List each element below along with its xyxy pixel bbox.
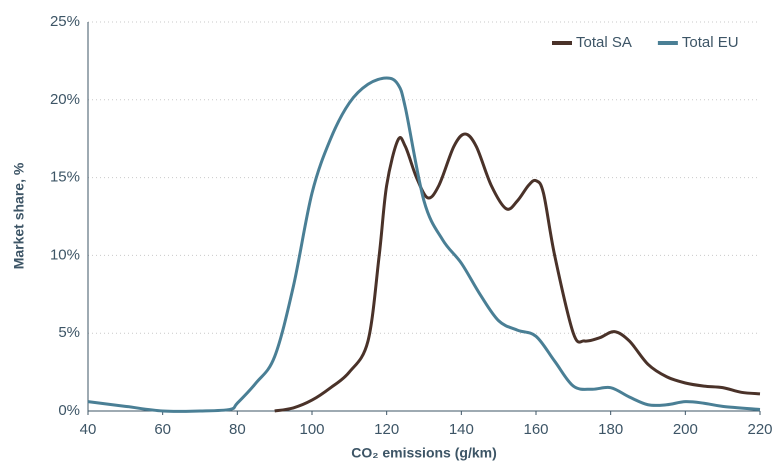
line xyxy=(274,132,761,413)
y-tick-label: 5% xyxy=(58,324,80,341)
legend-label: Total SA xyxy=(576,34,632,51)
x-tick-label: 100 xyxy=(299,421,324,438)
x-tick-label: 180 xyxy=(598,421,623,438)
x-tick-label: 160 xyxy=(523,421,548,438)
x-tick-label: 40 xyxy=(80,421,97,438)
line xyxy=(87,76,761,413)
y-tick-label: 15% xyxy=(50,169,80,186)
y-tick-label: 0% xyxy=(58,402,80,419)
x-tick-label: 140 xyxy=(449,421,474,438)
y-tick-label: 20% xyxy=(50,91,80,108)
x-tick-label: 60 xyxy=(154,421,171,438)
x-tick-label: 200 xyxy=(673,421,698,438)
x-axis-label: CO₂ emissions (g/km) xyxy=(351,445,496,461)
x-tick-label: 120 xyxy=(374,421,399,438)
x-tick-label: 80 xyxy=(229,421,246,438)
y-axis-label: Market share, % xyxy=(11,162,27,269)
y-tick-label: 10% xyxy=(50,246,80,263)
x-tick-label: 220 xyxy=(747,421,772,438)
y-tick-label: 25% xyxy=(50,13,80,30)
legend-label: Total EU xyxy=(682,34,739,51)
